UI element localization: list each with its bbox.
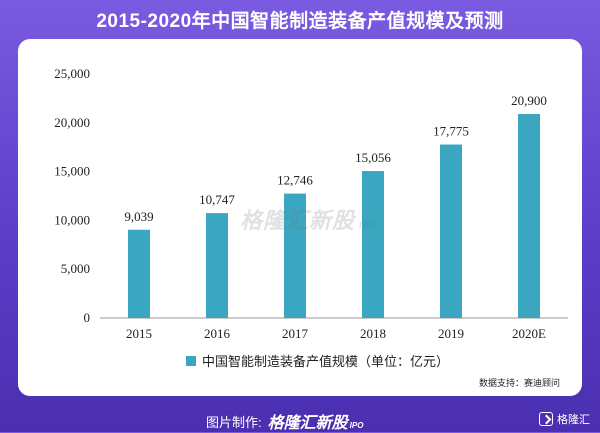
bar-2016 xyxy=(206,213,228,318)
y-tick-label: 10,000 xyxy=(54,212,90,227)
x-tick-label-2020E: 2020E xyxy=(512,326,546,341)
bar-2017 xyxy=(284,193,306,318)
legend-label: 中国智能制造装备产值规模（单位：亿元） xyxy=(202,354,450,369)
x-tick-label-2018: 2018 xyxy=(360,326,386,341)
legend-swatch xyxy=(186,355,196,366)
data-source: 数据支持：赛迪顾问 xyxy=(478,378,560,388)
bar-2020E xyxy=(518,114,540,319)
data-label-2017: 12,746 xyxy=(277,173,313,188)
y-tick-label: 0 xyxy=(84,310,91,325)
watermark: 格隆汇新股 IPO xyxy=(240,203,378,235)
data-label-2015: 9,039 xyxy=(124,209,153,224)
footer-logo[interactable]: 格隆汇 xyxy=(539,411,590,427)
x-tick-label-2019: 2019 xyxy=(438,326,464,341)
y-tick-label: 25,000 xyxy=(54,66,90,81)
data-label-2018: 15,056 xyxy=(355,150,391,165)
watermark-text: 格隆汇新股 xyxy=(240,208,356,233)
legend: 中国智能制造装备产值规模（单位：亿元） xyxy=(186,351,449,370)
x-tick-label-2016: 2016 xyxy=(204,326,231,341)
x-tick-label-2017: 2017 xyxy=(282,326,309,341)
bar-2019 xyxy=(440,144,462,318)
y-tick-label: 15,000 xyxy=(54,164,90,179)
y-tick-label: 5,000 xyxy=(61,261,90,276)
footer-brand-text: 格隆汇新股 xyxy=(267,415,348,432)
footer-credit-label: 图片制作: xyxy=(206,414,262,430)
logo-icon xyxy=(539,412,553,426)
watermark-sub: IPO xyxy=(359,220,378,230)
footer-credit: 图片制作: 格隆汇新股 IPO xyxy=(206,409,363,433)
y-tick-label: 20,000 xyxy=(54,115,90,130)
bar-chart: 0 5,000 10,000 15,000 20,000 25,000 9,039 2015 1… xyxy=(54,66,568,341)
bar-2018 xyxy=(362,171,384,318)
data-label-2020E: 20,900 xyxy=(511,93,547,108)
footer-brand: 格隆汇新股 IPO xyxy=(268,409,364,433)
x-tick-label-2015: 2015 xyxy=(126,326,152,341)
bar-2015 xyxy=(128,229,150,318)
chart-card: 0 5,000 10,000 15,000 20,000 25,000 9,039 2015 1… xyxy=(18,39,582,396)
footer-brand-sub: IPO xyxy=(349,421,364,430)
footer-logo-text: 格隆汇 xyxy=(557,414,590,426)
footer: 图片制作: 格隆汇新股 IPO 格隆汇 xyxy=(0,404,600,432)
data-label-2016: 10,747 xyxy=(199,192,235,207)
data-label-2019: 17,775 xyxy=(433,124,469,139)
chart-title: 2015-2020年中国智能制造装备产值规模及预测 xyxy=(96,11,504,32)
